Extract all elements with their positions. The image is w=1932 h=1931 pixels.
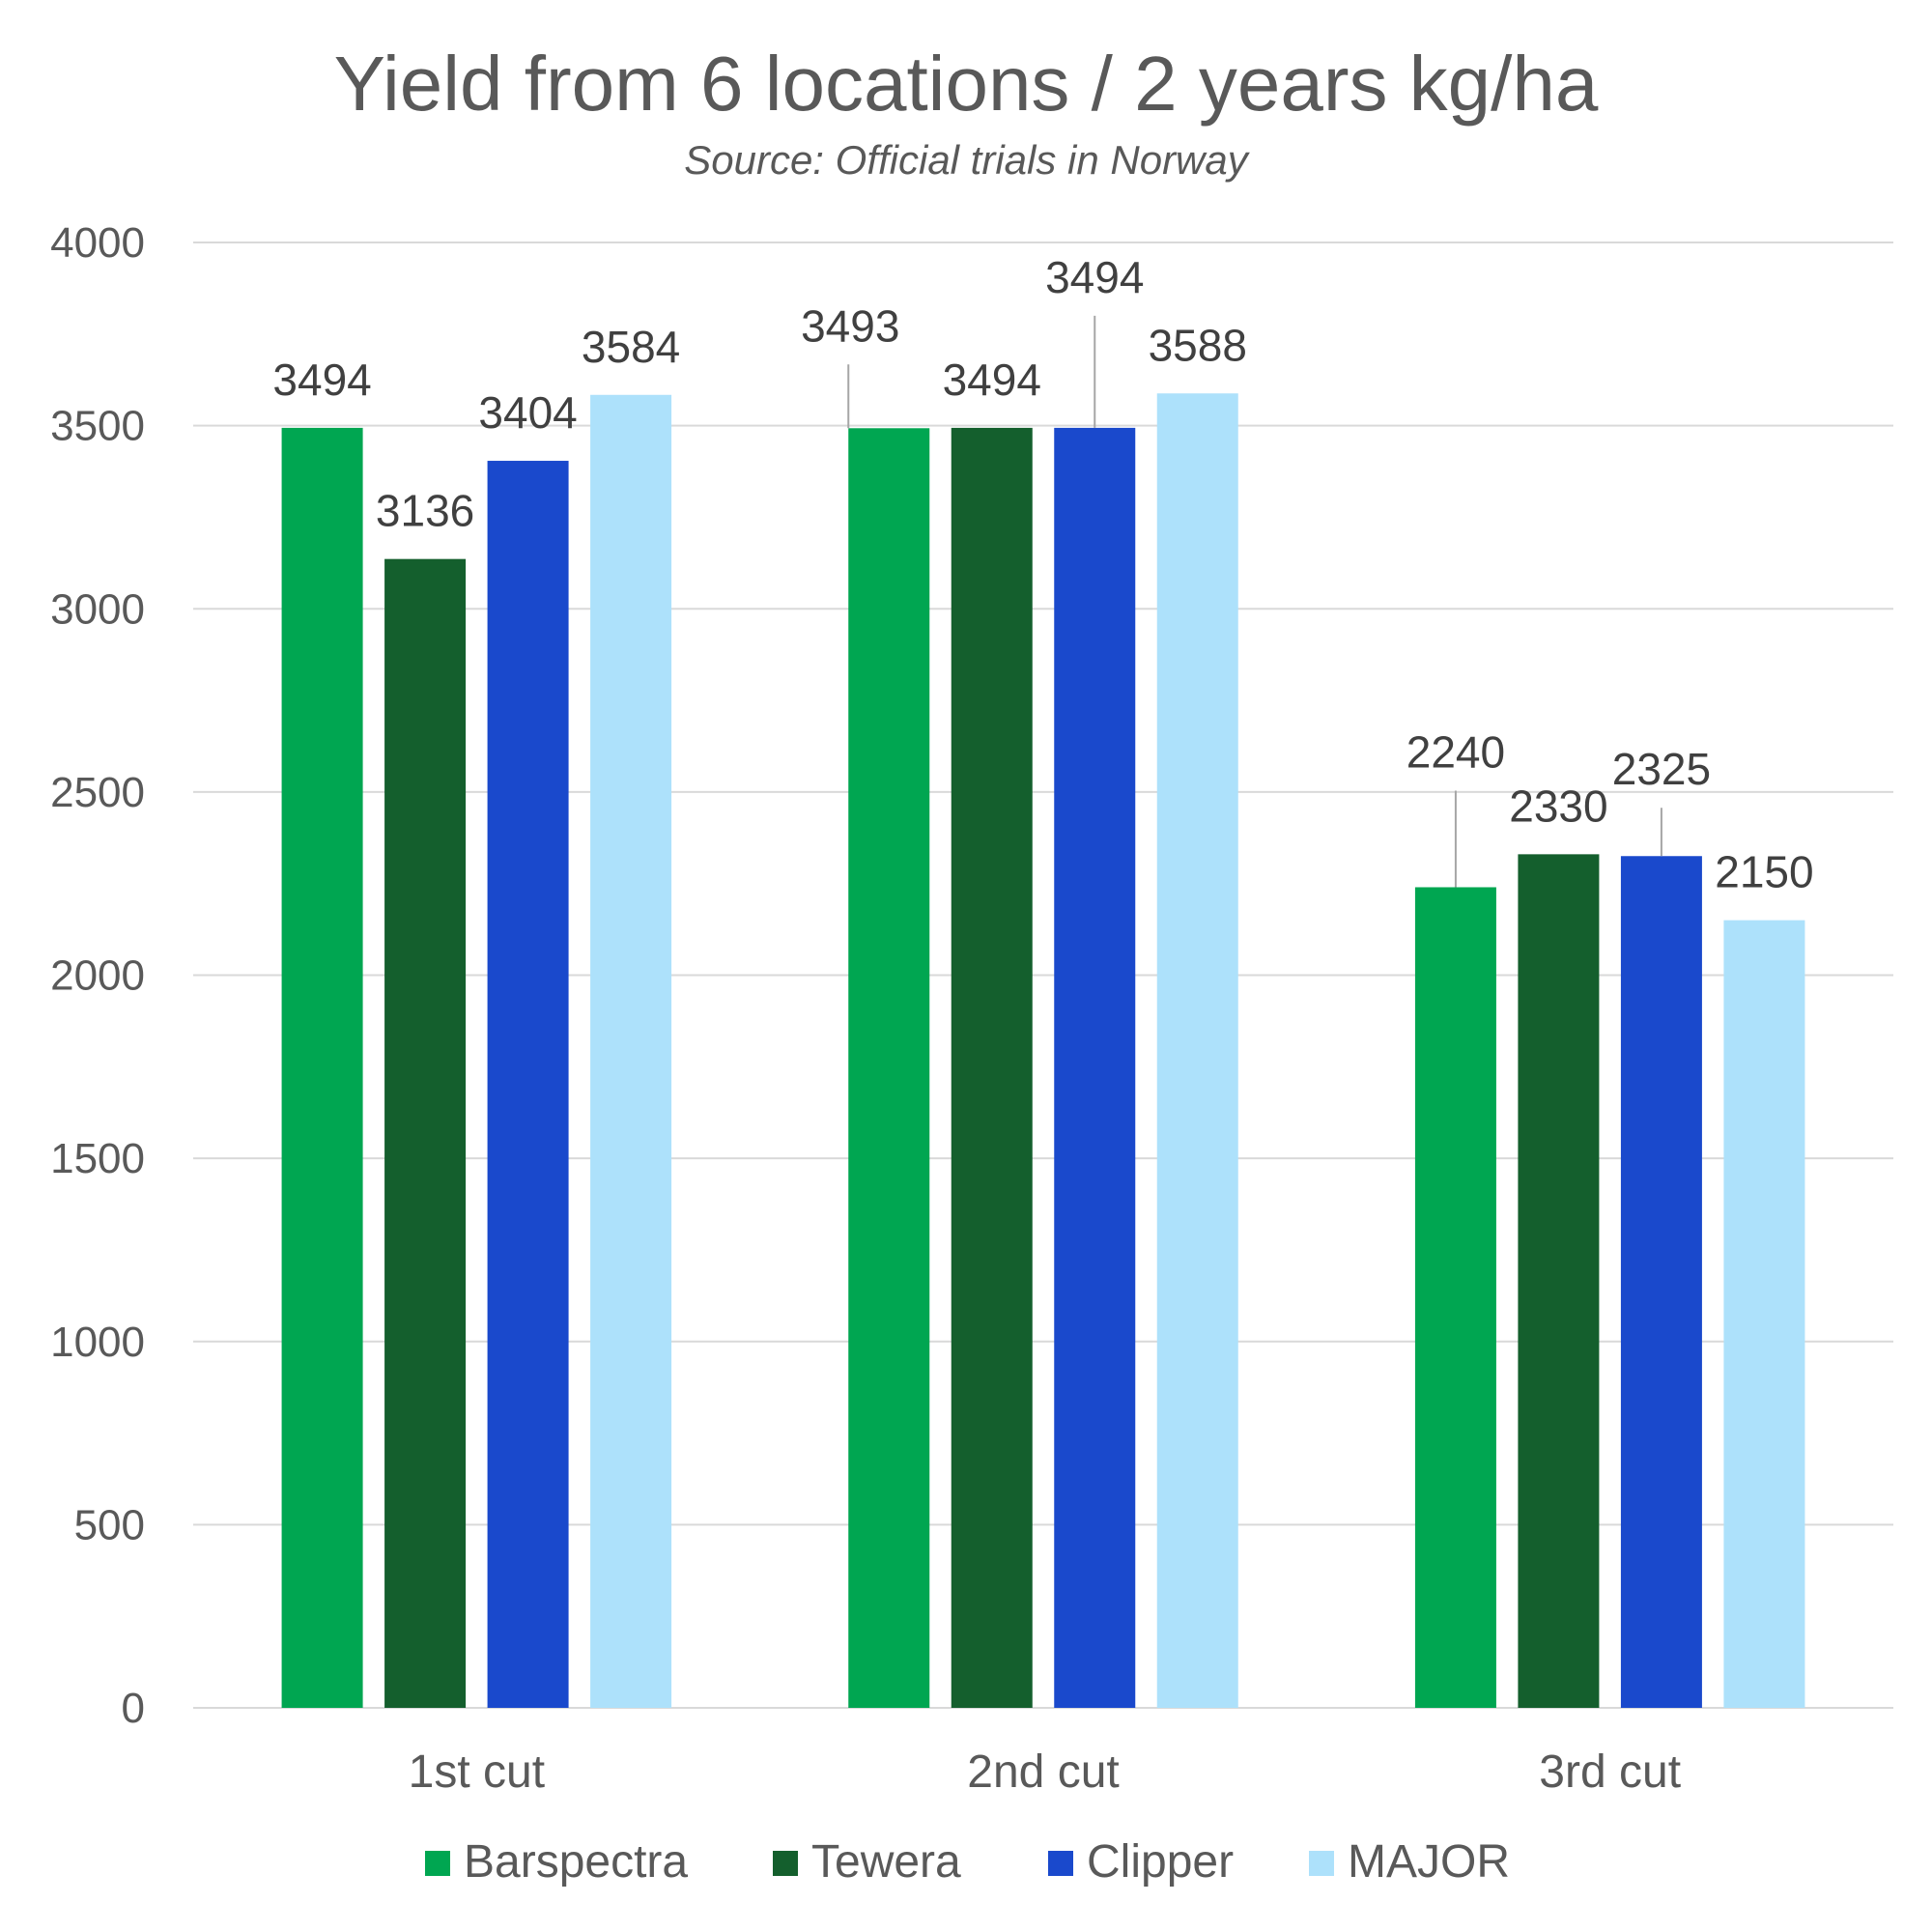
legend-swatch xyxy=(425,1851,450,1876)
legend-label: Clipper xyxy=(1087,1836,1234,1888)
y-tick-label: 4000 xyxy=(50,219,145,267)
y-tick-label: 0 xyxy=(122,1685,145,1732)
legend-label: Barspectra xyxy=(464,1836,688,1888)
data-label-barspectra-2nd-cut: 3493 xyxy=(801,300,899,351)
legend-swatch xyxy=(1048,1851,1073,1876)
data-label-tewera-1st-cut: 3136 xyxy=(376,486,474,536)
y-tick-label: 2500 xyxy=(50,769,145,816)
bar-tewera-2nd-cut xyxy=(951,427,1033,1708)
x-axis-categories: 1st cut 2nd cut 3rd cut xyxy=(409,1746,1681,1798)
data-label-major-1st-cut: 3584 xyxy=(582,322,680,372)
data-label-clipper-3rd-cut: 2325 xyxy=(1612,744,1711,794)
legend-item-barspectra: Barspectra xyxy=(425,1836,688,1888)
y-tick-label: 500 xyxy=(74,1501,145,1548)
bar-major-3rd-cut xyxy=(1723,920,1805,1708)
data-label-barspectra-1st-cut: 3494 xyxy=(272,355,371,405)
data-label-clipper-2nd-cut: 3494 xyxy=(1045,252,1144,302)
legend-swatch xyxy=(773,1851,798,1876)
bar-barspectra-2nd-cut xyxy=(848,428,930,1708)
y-tick-label: 1000 xyxy=(50,1319,145,1366)
legend-swatch xyxy=(1309,1851,1334,1876)
legend-item-clipper: Clipper xyxy=(1048,1836,1234,1888)
x-category-label: 3rd cut xyxy=(1539,1746,1681,1798)
legend-label: MAJOR xyxy=(1348,1836,1510,1888)
legend-label: Tewera xyxy=(811,1836,961,1888)
data-label-clipper-1st-cut: 3404 xyxy=(478,387,577,438)
data-label-tewera-2nd-cut: 3494 xyxy=(943,355,1041,405)
x-category-label: 1st cut xyxy=(409,1746,545,1798)
legend-item-major: MAJOR xyxy=(1309,1836,1510,1888)
y-tick-label: 2000 xyxy=(50,952,145,1000)
chart-title: Yield from 6 locations / 2 years kg/ha xyxy=(334,41,1599,127)
bar-tewera-1st-cut xyxy=(384,558,467,1708)
gridlines xyxy=(193,241,1893,1709)
bar-barspectra-3rd-cut xyxy=(1414,887,1496,1708)
data-label-tewera-3rd-cut: 2330 xyxy=(1509,781,1607,831)
data-label-major-2nd-cut: 3588 xyxy=(1149,320,1247,370)
x-category-label: 2nd cut xyxy=(967,1746,1119,1798)
bar-major-1st-cut xyxy=(590,394,672,1708)
bars xyxy=(281,393,1805,1709)
y-axis-ticks: 0 500 1000 1500 2000 2500 3000 3500 4000 xyxy=(50,219,145,1732)
data-label-barspectra-3rd-cut: 2240 xyxy=(1406,726,1505,777)
label-leader-lines xyxy=(847,315,1662,888)
bar-clipper-3rd-cut xyxy=(1620,856,1702,1708)
y-tick-label: 1500 xyxy=(50,1135,145,1182)
bar-clipper-1st-cut xyxy=(487,461,569,1709)
y-tick-label: 3500 xyxy=(50,403,145,450)
legend: Barspectra Tewera Clipper MAJOR xyxy=(425,1836,1510,1888)
y-tick-label: 3000 xyxy=(50,585,145,633)
bar-tewera-3rd-cut xyxy=(1518,854,1600,1708)
chart-subtitle: Source: Official trials in Norway xyxy=(684,137,1251,183)
bar-barspectra-1st-cut xyxy=(281,427,363,1708)
legend-item-tewera: Tewera xyxy=(773,1836,961,1888)
data-label-major-3rd-cut: 2150 xyxy=(1715,847,1813,897)
bar-major-2nd-cut xyxy=(1156,393,1238,1709)
bar-clipper-2nd-cut xyxy=(1054,427,1136,1708)
